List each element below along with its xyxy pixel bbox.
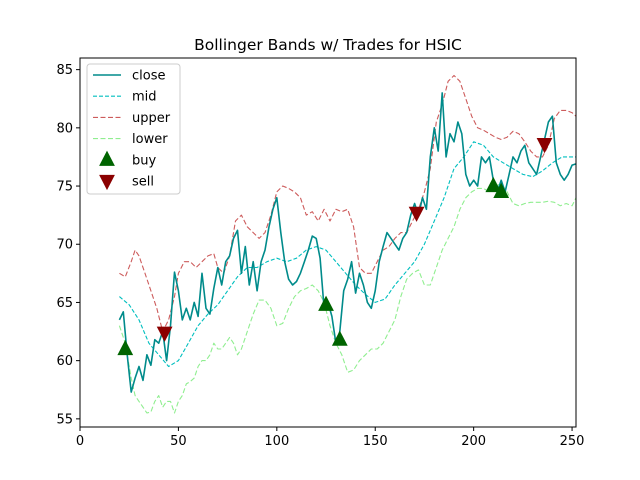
- y-tick-label: 65: [56, 296, 73, 311]
- buy-marker: [117, 339, 134, 356]
- x-tick-label: 100: [264, 434, 289, 449]
- legend-swatch-buy: [99, 150, 115, 166]
- legend-label-sell: sell: [132, 175, 154, 190]
- upper-line: [119, 74, 577, 333]
- mid-line: [119, 141, 576, 368]
- legend-swatch-sell: [99, 174, 115, 191]
- sell-marker: [536, 138, 553, 154]
- buy-marker: [318, 295, 334, 311]
- legend: close mid upper lower buy sell: [86, 63, 181, 195]
- buy-marker: [493, 182, 510, 198]
- y-tick-label: 85: [56, 63, 73, 78]
- x-tick-label: 0: [76, 434, 84, 449]
- x-tick-label: 250: [560, 434, 585, 449]
- y-tick-label: 80: [56, 121, 73, 136]
- buy-marker: [331, 330, 348, 346]
- sell-marker: [408, 206, 425, 222]
- legend-label-lower: lower: [132, 132, 168, 147]
- x-tick-label: 150: [363, 434, 388, 449]
- chart-title: Bollinger Bands w/ Trades for HSIC: [194, 36, 462, 54]
- legend-label-buy: buy: [132, 153, 156, 168]
- y-axis: 55 60 65 70 75 80 85: [56, 63, 80, 427]
- legend-label-mid: mid: [132, 90, 157, 105]
- close-line: [118, 92, 577, 393]
- y-tick-label: 70: [56, 238, 73, 253]
- x-tick-label: 50: [170, 434, 187, 449]
- x-tick-label: 200: [461, 434, 486, 449]
- legend-label-close: close: [132, 69, 165, 84]
- series-layer: [117, 74, 577, 414]
- y-tick-label: 55: [56, 412, 73, 427]
- x-axis: 0 50 100 150 200 250: [76, 427, 585, 449]
- buy-marker: [485, 176, 502, 193]
- legend-label-upper: upper: [132, 111, 171, 126]
- plot-frame: [79, 57, 577, 428]
- y-tick-label: 75: [56, 180, 73, 195]
- y-tick-label: 60: [56, 354, 73, 369]
- sell-marker: [156, 326, 173, 342]
